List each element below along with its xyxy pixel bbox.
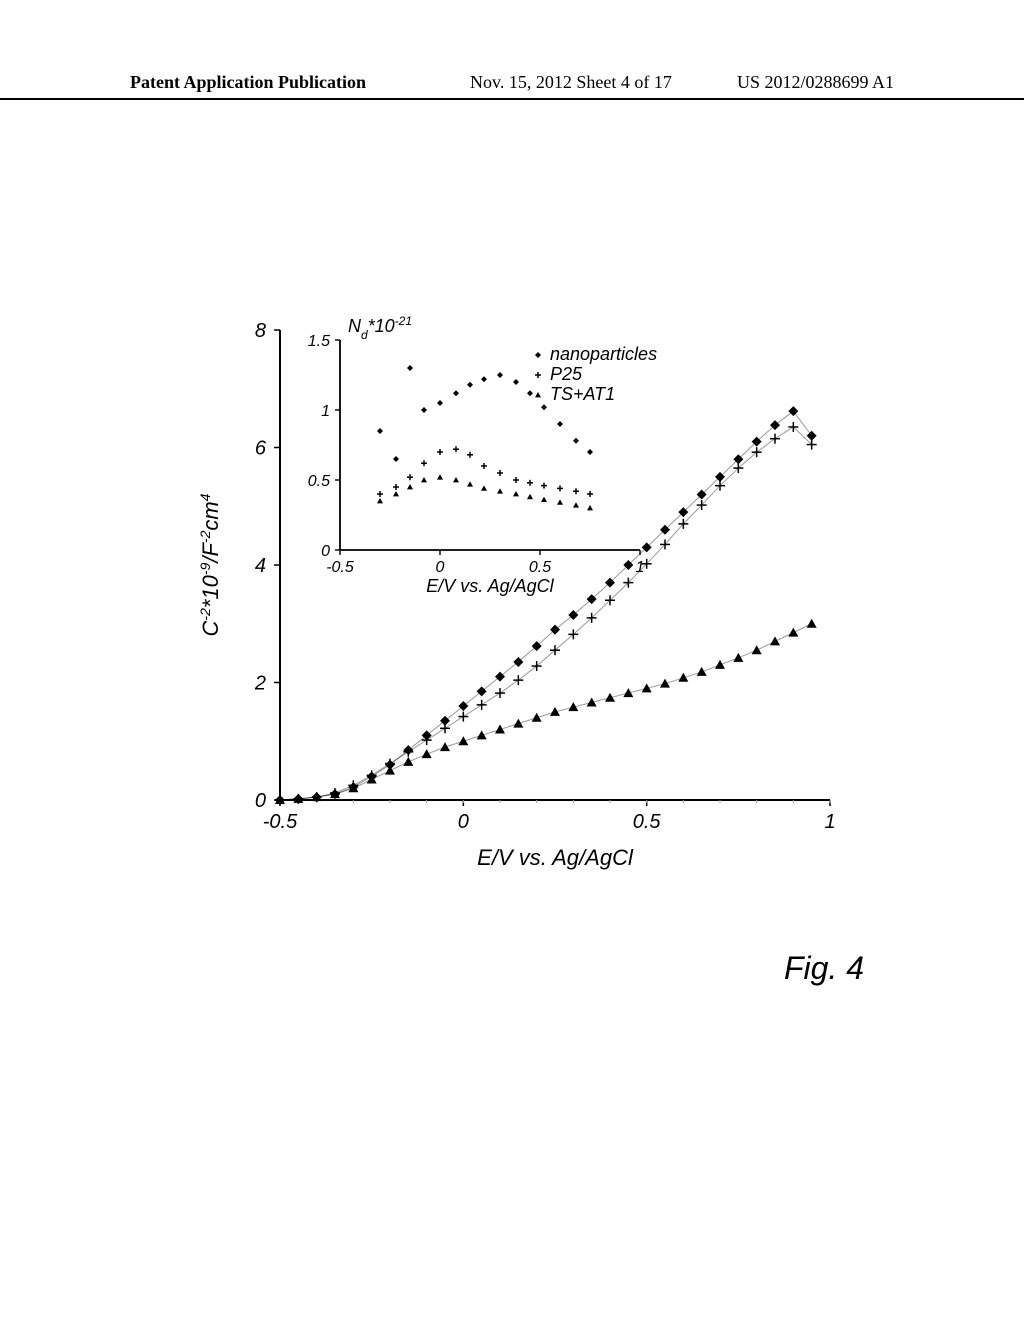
svg-text:0: 0 bbox=[321, 543, 330, 560]
mott-schottky-chart: 02468-0.500.51E/V vs. Ag/AgClC-2*10-9/F-… bbox=[190, 310, 850, 890]
svg-text:6: 6 bbox=[255, 438, 267, 460]
svg-text:0: 0 bbox=[255, 790, 266, 812]
svg-text:1: 1 bbox=[824, 811, 835, 833]
svg-text:1: 1 bbox=[636, 559, 645, 576]
svg-text:2: 2 bbox=[254, 673, 266, 695]
chart-container: 02468-0.500.51E/V vs. Ag/AgClC-2*10-9/F-… bbox=[190, 310, 850, 890]
svg-text:1.5: 1.5 bbox=[308, 333, 330, 350]
svg-text:C-2*10-9/F-2cm4: C-2*10-9/F-2cm4 bbox=[197, 493, 223, 636]
svg-text:E/V vs. Ag/AgCl: E/V vs. Ag/AgCl bbox=[426, 576, 554, 596]
svg-text:TS+AT1: TS+AT1 bbox=[550, 384, 615, 404]
header-left-text: Patent Application Publication bbox=[130, 72, 366, 93]
svg-text:-0.5: -0.5 bbox=[263, 811, 298, 833]
svg-text:0: 0 bbox=[436, 559, 445, 576]
svg-text:0: 0 bbox=[458, 811, 469, 833]
svg-text:P25: P25 bbox=[550, 364, 583, 384]
svg-text:E/V vs. Ag/AgCl: E/V vs. Ag/AgCl bbox=[477, 845, 634, 870]
svg-text:8: 8 bbox=[255, 320, 266, 342]
svg-text:4: 4 bbox=[255, 555, 266, 577]
svg-text:1: 1 bbox=[321, 403, 330, 420]
svg-text:0.5: 0.5 bbox=[308, 473, 330, 490]
header-mid-text: Nov. 15, 2012 Sheet 4 of 17 bbox=[470, 72, 672, 93]
svg-text:0.5: 0.5 bbox=[529, 559, 551, 576]
svg-text:Nd*10-21: Nd*10-21 bbox=[348, 314, 412, 342]
svg-text:nanoparticles: nanoparticles bbox=[550, 344, 657, 364]
svg-text:0.5: 0.5 bbox=[633, 811, 662, 833]
figure-label: Fig. 4 bbox=[784, 950, 864, 987]
header-right-text: US 2012/0288699 A1 bbox=[737, 72, 894, 93]
svg-text:-0.5: -0.5 bbox=[326, 559, 354, 576]
page-header: Patent Application Publication Nov. 15, … bbox=[0, 70, 1024, 100]
